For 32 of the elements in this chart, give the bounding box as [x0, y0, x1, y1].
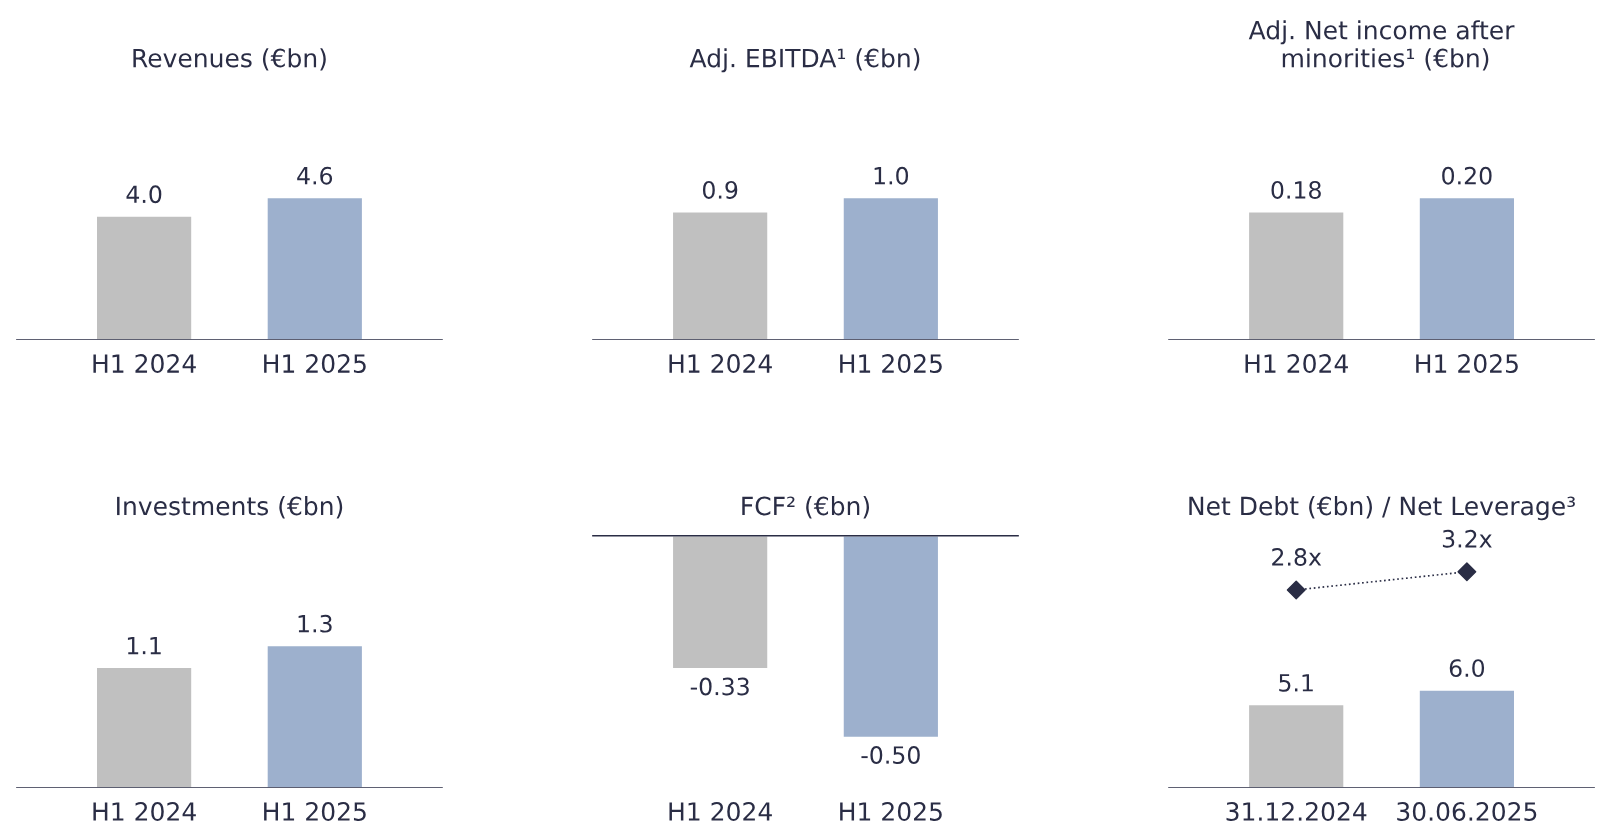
- data-label: 1.1: [127, 636, 161, 655]
- data-label: 1.3: [298, 614, 332, 633]
- data-label: 0.20: [1442, 166, 1492, 185]
- chart-title: FCF² (€bn): [742, 496, 870, 519]
- data-label: 4.0: [126, 185, 162, 204]
- data-label: 1.0: [874, 166, 909, 185]
- x-tick-label: H1 2025: [264, 802, 366, 821]
- data-label: 4.6: [297, 166, 333, 185]
- data-label: 6.0: [1449, 659, 1485, 678]
- x-tick-label: H1 2024: [93, 802, 196, 821]
- chart-title: Revenues (€bn): [133, 48, 326, 71]
- x-tick-label: H1 2024: [93, 354, 196, 374]
- data-label: 5.1: [1279, 674, 1313, 692]
- chart-title: Adj. EBITDA¹ (€bn): [689, 48, 920, 73]
- data-label: -0.33: [690, 677, 749, 696]
- x-tick-label: H1 2025: [1416, 354, 1518, 374]
- x-tick-label: H1 2025: [840, 354, 942, 374]
- x-tick-label: H1 2024: [1245, 354, 1348, 374]
- data-label: 2.8x: [1272, 548, 1322, 566]
- chart-title: Adj. Net income after minorities¹ (€bn): [1248, 20, 1515, 71]
- x-tick-label: H1 2025: [264, 354, 366, 374]
- chart-title: Net Debt (€bn) / Net Leverage³: [1189, 496, 1575, 521]
- x-tick-label: H1 2024: [669, 354, 772, 374]
- x-tick-label: H1 2024: [669, 802, 772, 821]
- data-label: 3.2x: [1442, 529, 1492, 548]
- x-tick-label: 31.12.2024: [1226, 802, 1367, 821]
- x-tick-label: 30.06.2025: [1397, 802, 1537, 821]
- data-label: 0.18: [1271, 181, 1321, 199]
- data-label: 0.9: [702, 181, 738, 199]
- data-label: -0.50: [861, 746, 920, 764]
- chart-title: Investments (€bn): [117, 496, 343, 519]
- x-tick-label: H1 2025: [840, 802, 942, 821]
